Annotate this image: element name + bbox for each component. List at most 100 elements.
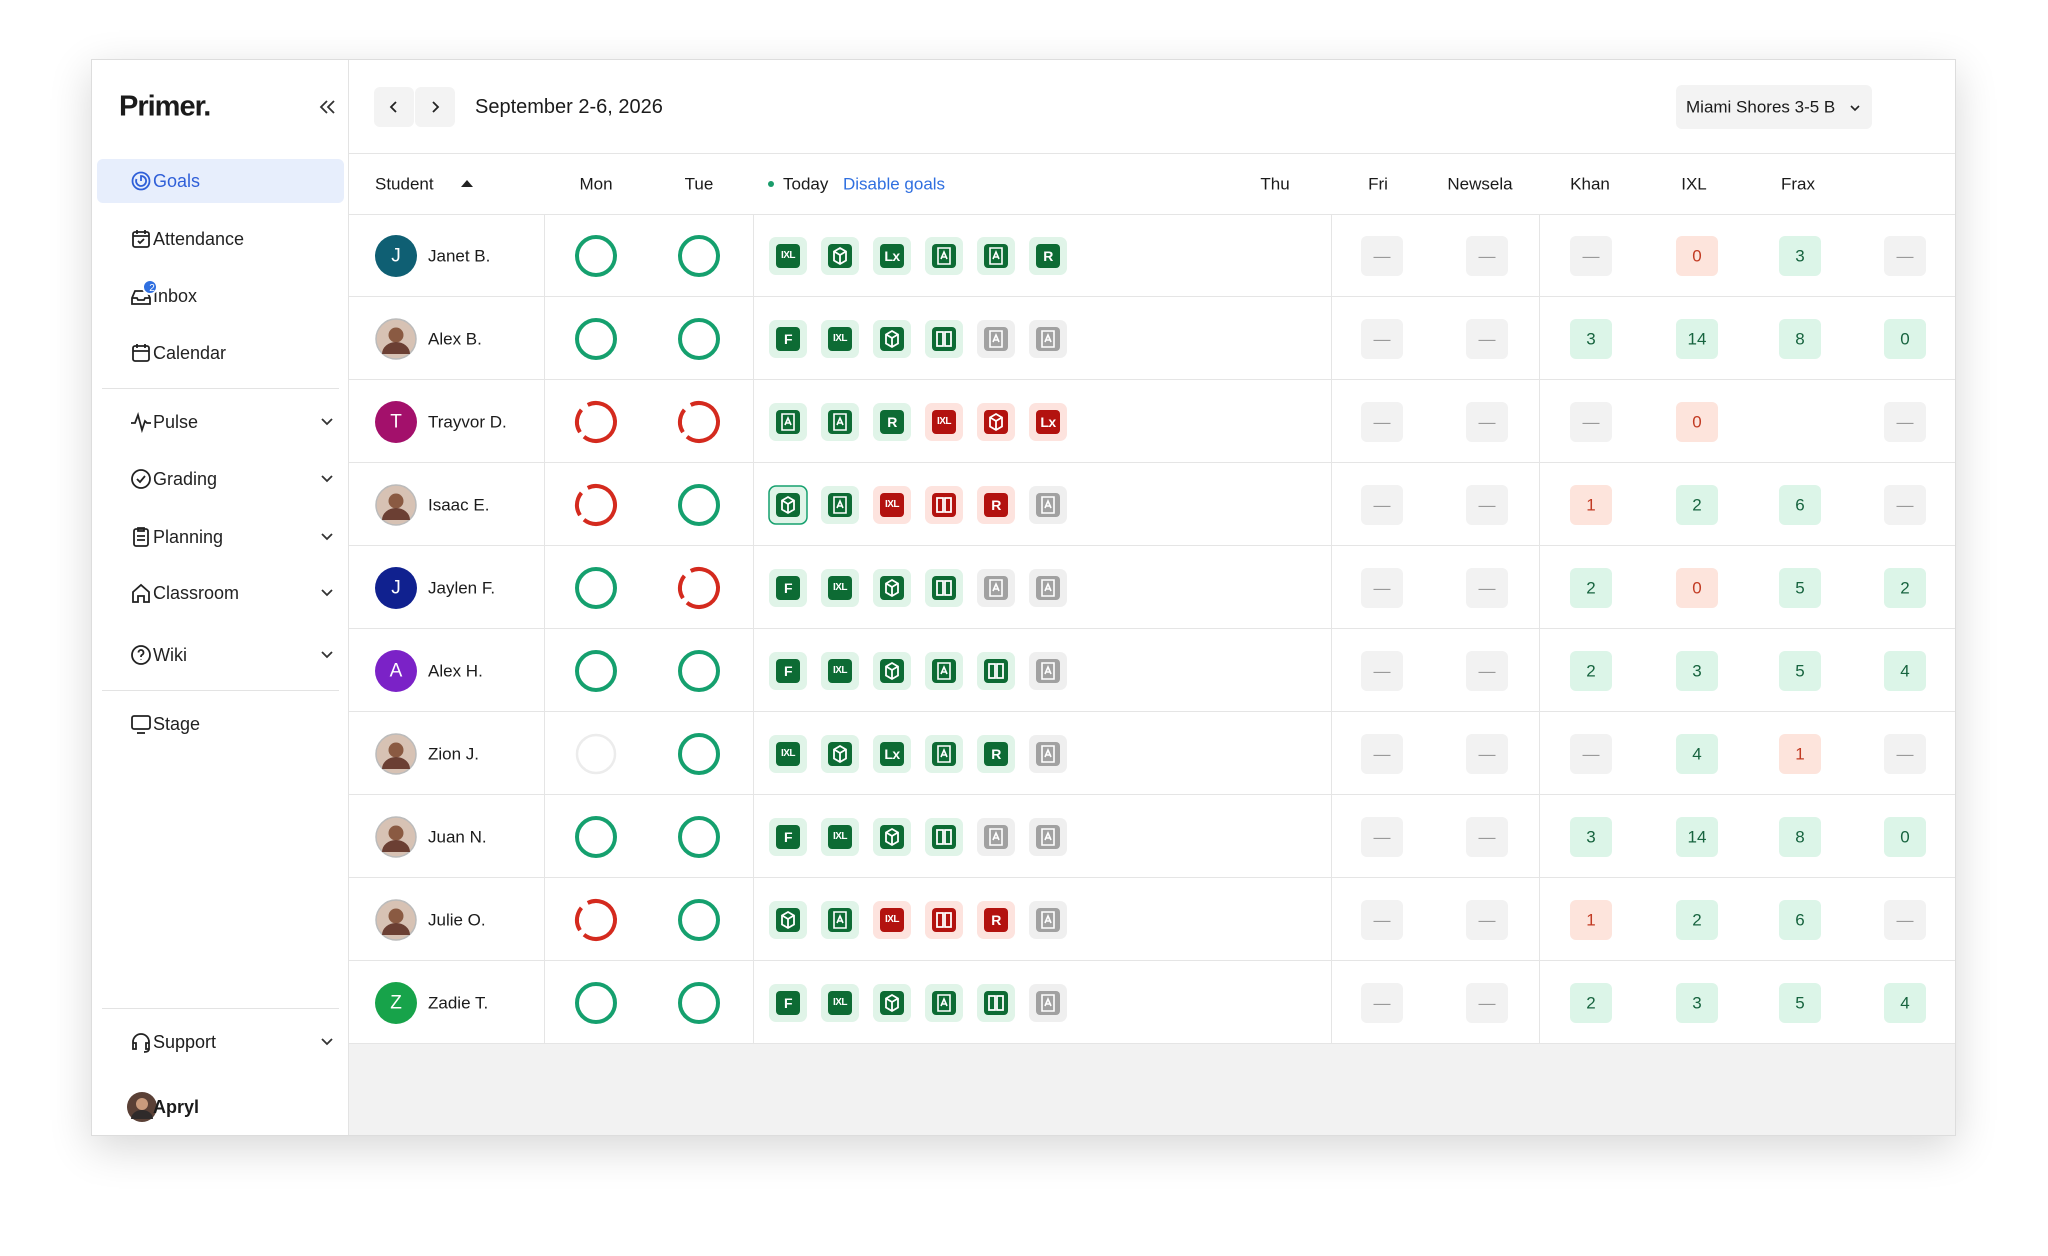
chevron	[321, 589, 333, 597]
value-cell	[1779, 982, 1821, 1023]
value-cell	[1676, 235, 1718, 276]
nav-item[interactable]: Pulse	[97, 400, 344, 444]
app-icon	[768, 484, 808, 525]
value-cell	[1676, 899, 1718, 940]
app-icon	[925, 900, 963, 939]
icon-part	[321, 589, 333, 597]
status-ring	[678, 815, 720, 858]
app-icon	[977, 817, 1015, 856]
glyph	[833, 910, 847, 929]
ring	[575, 898, 617, 941]
value-cell	[1466, 401, 1508, 442]
cell-value: 4	[1900, 661, 1910, 680]
student-row[interactable]	[349, 463, 1955, 546]
icon-part	[137, 527, 145, 541]
value-cell	[1466, 899, 1508, 940]
cell-value: —	[1373, 744, 1391, 763]
glyph	[1041, 329, 1055, 348]
icon-part	[1850, 105, 1860, 112]
nav-button[interactable]	[415, 87, 455, 127]
icon-part	[131, 645, 151, 665]
app-icon	[873, 734, 911, 773]
nav-icon	[131, 171, 151, 191]
nav-item[interactable]: Goals	[97, 159, 344, 203]
nav-item[interactable]: Classroom	[97, 571, 344, 615]
nav-label: Stage	[153, 714, 201, 734]
nav-item[interactable]: Wiki	[97, 633, 344, 677]
cell-value: —	[1896, 744, 1914, 763]
status-ring	[575, 566, 617, 609]
column-divider	[544, 629, 545, 712]
nav-item[interactable]: Grading	[97, 457, 344, 501]
icon-part	[131, 1110, 153, 1119]
student-row[interactable]	[349, 712, 1955, 795]
status-ring	[575, 234, 617, 277]
nav-item[interactable]: Attendance	[97, 217, 344, 261]
value-cell	[1361, 235, 1403, 276]
disable-goals[interactable]: Disable goals	[843, 174, 946, 194]
nav-item[interactable]: Apryl	[97, 1085, 344, 1129]
column-divider	[1331, 546, 1332, 629]
student-row[interactable]	[349, 878, 1955, 961]
cell-value: —	[1373, 578, 1391, 597]
student-row[interactable]	[349, 961, 1955, 1044]
nav-button[interactable]	[374, 87, 414, 127]
value-cell	[1884, 816, 1926, 857]
cell-value: 0	[1692, 578, 1702, 597]
avatar	[375, 566, 417, 609]
glyph	[885, 578, 899, 597]
icon-tile	[932, 907, 956, 932]
app-icon	[873, 485, 911, 524]
app-icon	[1029, 402, 1067, 441]
nav-icon	[131, 412, 151, 434]
student-name: Zion J.	[428, 744, 480, 763]
separator	[102, 1008, 339, 1009]
value-cell	[1676, 733, 1718, 774]
column-header[interactable]: Student	[375, 174, 434, 194]
glyph	[781, 412, 795, 431]
icon-part	[321, 533, 333, 541]
column-divider	[1331, 463, 1332, 546]
icon-tile	[984, 990, 1008, 1015]
student-row[interactable]	[349, 380, 1955, 463]
student-row[interactable]	[349, 629, 1955, 712]
nav-item[interactable]: Planning	[97, 515, 344, 559]
icon-part	[321, 1038, 333, 1046]
value-cell	[1570, 650, 1612, 691]
app-icon	[821, 817, 859, 856]
cell-value: —	[1478, 744, 1496, 763]
student-row[interactable]	[349, 795, 1955, 878]
cell-value: 3	[1692, 661, 1702, 680]
icon-part	[131, 171, 151, 191]
column-divider	[544, 712, 545, 795]
value-cell	[1361, 401, 1403, 442]
column-divider	[544, 878, 545, 961]
avatar-circle	[375, 234, 417, 277]
nav-item[interactable]: Inbox 2	[97, 274, 344, 318]
student-row[interactable]	[349, 546, 1955, 629]
cell-value: —	[1478, 495, 1496, 514]
ring	[575, 483, 617, 526]
icon-part	[131, 290, 151, 305]
column-header: Thu	[1260, 174, 1290, 194]
glyph	[885, 993, 899, 1012]
nav-item[interactable]: Stage	[97, 702, 344, 746]
column-divider	[1539, 795, 1540, 878]
badge-count: 2	[149, 283, 155, 294]
cell-value: —	[1478, 246, 1496, 265]
nav-item[interactable]: Calendar	[97, 331, 344, 375]
nav-item[interactable]: Support	[97, 1020, 344, 1064]
student-row[interactable]	[349, 214, 1955, 297]
value-cell	[1466, 982, 1508, 1023]
icon-label: IXL	[832, 996, 848, 1008]
app-icon	[925, 568, 963, 607]
value-cell	[1884, 899, 1926, 940]
app-icon	[977, 485, 1015, 524]
icon-part	[382, 756, 410, 769]
app-icon	[977, 900, 1015, 939]
glyph	[936, 496, 952, 513]
student-row[interactable]	[349, 297, 1955, 380]
section-dropdown[interactable]: Miami Shores 3-5 B	[1676, 85, 1872, 129]
cell-value: 8	[1795, 827, 1805, 846]
student-name: Juan N.	[428, 827, 487, 846]
